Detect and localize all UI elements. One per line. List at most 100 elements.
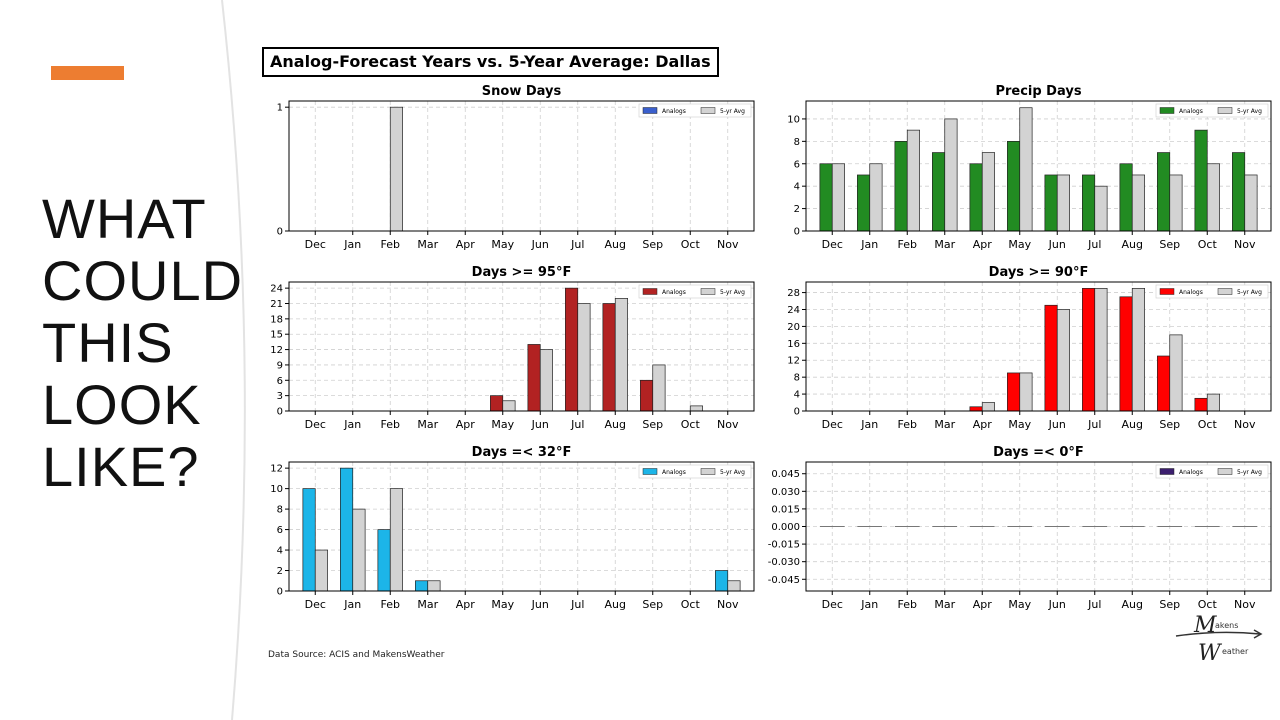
bar (577, 303, 591, 412)
bar (415, 580, 429, 592)
slide-title-line: LIKE? (42, 435, 200, 498)
x-tick-label: May (1008, 598, 1031, 611)
chart-panel: Snow Days 0 1 Dec Jan Feb Mar Apr May Jun Jul Aug Se… (277, 84, 755, 251)
x-tick-label: Aug (1122, 238, 1143, 251)
y-tick-label: 2 (794, 204, 800, 215)
y-tick-label: 6 (277, 376, 283, 387)
y-tick-label: 0 (794, 407, 800, 418)
bar (1131, 287, 1145, 412)
legend-swatch (1217, 288, 1233, 295)
legend-label: 5-yr Avg (720, 469, 745, 476)
bar (377, 529, 391, 592)
x-tick-label: Jan (860, 238, 878, 251)
x-tick-label: Jul (1087, 598, 1101, 611)
plot-frame (805, 100, 1272, 232)
y-tick-label: 0.045 (771, 469, 800, 480)
y-tick-label: 9 (277, 360, 283, 371)
bar (906, 129, 920, 232)
bar (1019, 107, 1033, 232)
y-tick-label: 16 (787, 339, 800, 350)
x-tick-label: Feb (898, 238, 917, 251)
y-tick-label: 10 (787, 114, 800, 125)
legend-label: Analogs (1179, 289, 1203, 296)
legend-label: Analogs (662, 289, 686, 296)
bar (857, 174, 871, 232)
legend-box (638, 103, 752, 118)
bar (1131, 174, 1145, 232)
legend-swatch (1159, 107, 1175, 114)
y-tick-label: 0 (277, 587, 283, 598)
legend-swatch (1217, 107, 1233, 114)
chart-panel: Days >= 95°F 0 3 6 9 12 15 18 21 24 Dec Jan Feb Mar Ap… (270, 265, 755, 431)
bar (981, 402, 995, 412)
x-tick-label: Jan (860, 418, 878, 431)
legend-swatch (642, 288, 658, 295)
legend-swatch (1217, 468, 1233, 475)
x-tick-label: Feb (898, 598, 917, 611)
x-tick-label: Sep (642, 238, 663, 251)
legend-swatch (642, 107, 658, 114)
chart-title: Days >= 90°F (989, 265, 1089, 280)
bar (1056, 309, 1070, 412)
y-tick-label: 12 (270, 464, 283, 475)
bar (944, 118, 958, 232)
x-tick-label: Oct (1198, 598, 1218, 611)
data-source-note: Data Source: ACIS and MakensWeather (268, 650, 445, 660)
y-tick-label: 4 (794, 390, 800, 401)
x-tick-label: Feb (898, 418, 917, 431)
legend-label: 5-yr Avg (1237, 108, 1262, 115)
x-tick-label: Jan (343, 238, 361, 251)
x-tick-label: Jun (1048, 418, 1066, 431)
x-tick-label: Feb (381, 238, 400, 251)
x-tick-label: Apr (973, 418, 993, 431)
bar (602, 303, 616, 412)
bar (389, 488, 403, 592)
bar (1019, 372, 1033, 412)
bar (1044, 304, 1058, 412)
slide-title-line: THIS (42, 311, 174, 374)
x-tick-label: Jun (1048, 598, 1066, 611)
legend-box (638, 464, 752, 479)
y-tick-label: 10 (270, 484, 283, 495)
x-tick-label: Apr (456, 418, 476, 431)
x-tick-label: May (491, 238, 514, 251)
x-tick-label: May (1008, 238, 1031, 251)
logo-initial-bottom: W (1198, 641, 1223, 664)
logo-top-text: akens (1215, 621, 1238, 630)
slide-title-line: WHAT (42, 187, 207, 250)
bar (1244, 174, 1258, 232)
legend-label: 5-yr Avg (720, 289, 745, 296)
x-tick-label: Nov (717, 238, 739, 251)
y-tick-label: -0.015 (768, 540, 800, 551)
x-tick-label: May (491, 418, 514, 431)
bar (427, 580, 441, 592)
y-tick-label: 28 (787, 288, 800, 299)
legend-label: 5-yr Avg (720, 108, 745, 115)
x-tick-label: Dec (822, 238, 843, 251)
x-tick-label: Nov (1234, 238, 1256, 251)
y-tick-label: 12 (787, 356, 800, 367)
y-tick-label: 0.015 (771, 504, 800, 515)
x-tick-label: Jun (531, 238, 549, 251)
bar (1044, 174, 1058, 232)
bar (302, 488, 316, 592)
x-tick-label: Apr (456, 238, 476, 251)
legend-swatch (700, 107, 716, 114)
legend-swatch (700, 468, 716, 475)
x-tick-label: Nov (717, 418, 739, 431)
bar (969, 163, 983, 232)
y-tick-label: -0.030 (768, 557, 800, 568)
accent-bar (51, 66, 124, 80)
bar (932, 152, 946, 232)
x-tick-label: Nov (717, 598, 739, 611)
bar (1232, 152, 1246, 232)
y-tick-label: 0.030 (771, 487, 800, 498)
bar (340, 467, 354, 592)
x-tick-label: Mar (417, 598, 438, 611)
x-tick-label: Nov (1234, 598, 1256, 611)
y-tick-label: 15 (270, 330, 283, 341)
legend-box (1155, 284, 1269, 299)
x-tick-label: Jun (1048, 238, 1066, 251)
bar (727, 580, 741, 592)
